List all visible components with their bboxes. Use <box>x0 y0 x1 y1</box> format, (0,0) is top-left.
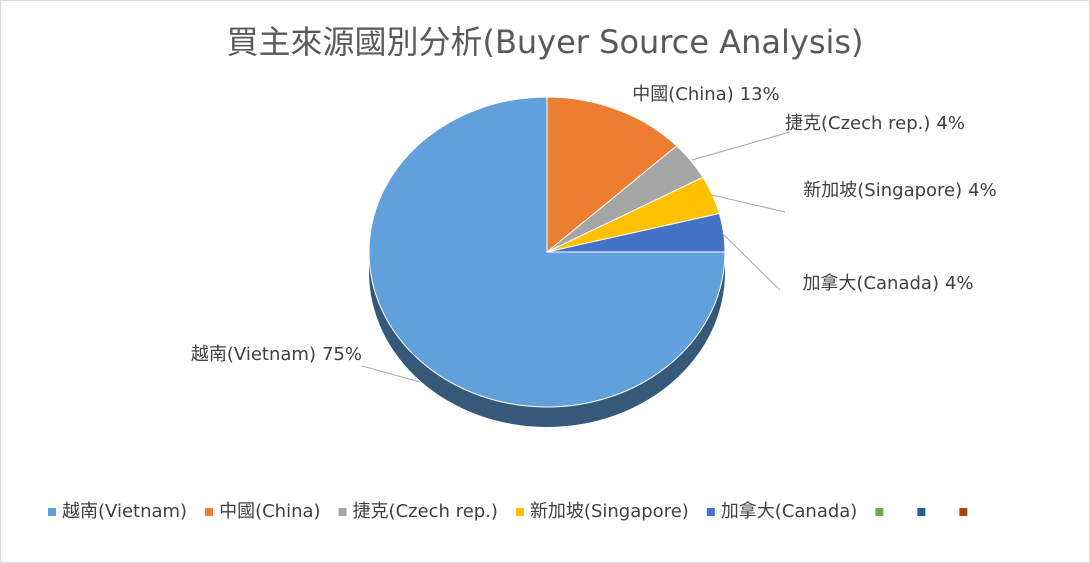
data-label-value: 75% <box>322 344 362 365</box>
legend-marker <box>48 508 56 516</box>
legend-marker <box>706 508 715 516</box>
data-label: 越南(Vietnam) 75% <box>191 344 362 365</box>
data-label-value: 4% <box>936 113 965 134</box>
data-label-category: 中國(China) <box>632 84 733 105</box>
legend-marker <box>875 508 884 516</box>
legend-label: 捷克(Czech rep.) <box>353 501 498 522</box>
data-label-value: 13% <box>740 84 780 105</box>
leader-line <box>361 365 421 383</box>
data-label: 新加坡(Singapore) 4% <box>803 180 996 201</box>
legend-marker <box>205 508 214 516</box>
legend-marker <box>959 508 968 516</box>
data-label-category: 捷克(Czech rep.) <box>785 113 930 134</box>
legend-marker <box>515 508 524 516</box>
legend-marker <box>917 508 926 516</box>
pie-slice <box>368 96 726 408</box>
legend-label: 新加坡(Singapore) <box>530 501 689 522</box>
legend-label: 中國(China) <box>219 501 320 522</box>
leader-line <box>711 194 786 213</box>
data-label-category: 越南(Vietnam) <box>191 344 316 365</box>
data-label: 捷克(Czech rep.) 4% <box>785 113 965 134</box>
data-label: 加拿大(Canada) 4% <box>802 272 973 294</box>
pie-slice <box>546 212 726 253</box>
pie-slice <box>546 96 678 254</box>
legend-label: 越南(Vietnam) <box>62 501 187 522</box>
chart-title: 買主來源國別分析(Buyer Source Analysis) <box>226 23 863 61</box>
legend-label: 加拿大(Canada) <box>721 500 858 522</box>
leader-line <box>721 232 781 291</box>
data-label-category: 加拿大(Canada) <box>802 272 939 294</box>
leader-line <box>691 131 791 161</box>
data-label-value: 4% <box>968 180 997 201</box>
data-label-value: 4% <box>945 273 974 294</box>
data-label: 中國(China) 13% <box>632 84 779 105</box>
data-label-category: 新加坡(Singapore) <box>803 180 962 201</box>
legend-marker <box>338 508 347 516</box>
